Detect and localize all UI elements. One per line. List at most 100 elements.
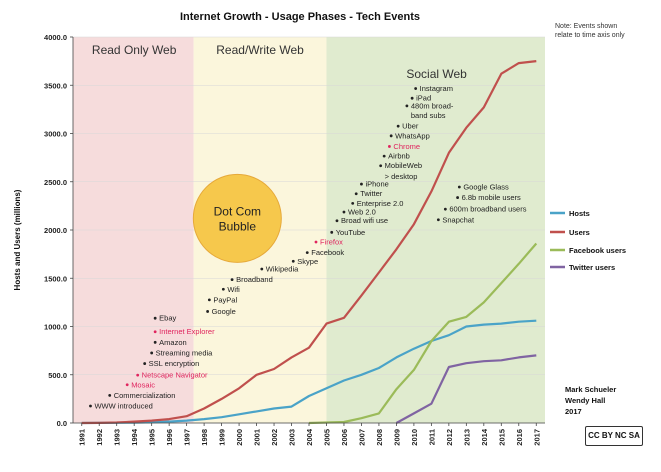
event-marker [305, 251, 309, 254]
event-label-google: Google [212, 307, 236, 316]
event-label-broad-wifi-use: Broad wifi use [341, 216, 388, 225]
y-axis-label: Hosts and Users (millions) [13, 189, 22, 290]
series-lines [81, 60, 538, 425]
y-tick-label: 500.0 [48, 371, 67, 380]
phase-label-social-web: Social Web [406, 67, 467, 81]
event-label-www-introduced: WWW introduced [94, 402, 152, 411]
event-label-streaming-media: Streaming media [156, 348, 214, 357]
x-tick-label: 2006 [340, 429, 349, 446]
x-tick-label: 2009 [392, 429, 401, 446]
axes: 0.0 500.0 1000.0 1500.0 2000.0 2500.0 3000.0 35… [44, 33, 545, 446]
credit-author-2: Wendy Hall [565, 396, 605, 405]
event-label-paypal: PayPal [213, 295, 237, 304]
event-marker [410, 96, 414, 100]
legend-label-hosts: Hosts [569, 209, 590, 218]
x-tick-label: 2007 [357, 429, 366, 446]
event-label-wikipedia: Wikipedia [266, 264, 299, 273]
y-tick-label: 2000.0 [44, 226, 67, 235]
event-label-band-subs: band subs [411, 111, 446, 120]
x-tick-label: 2008 [375, 429, 384, 446]
y-tick-label: 2500.0 [44, 178, 67, 187]
event-marker [351, 201, 355, 205]
event-label-mosaic: Mosaic [131, 380, 155, 389]
x-tick-label: 2012 [445, 429, 454, 446]
event-marker [150, 351, 154, 355]
y-tick-label: 0.0 [57, 419, 67, 428]
event-marker [153, 340, 157, 344]
event-marker [354, 192, 358, 196]
chart-note-line-2: relate to time axis only [555, 32, 625, 39]
x-tick-label: 2004 [305, 428, 314, 446]
dot-com-bubble-label: Bubble [219, 219, 257, 233]
event-marker [382, 154, 386, 158]
x-tick-label: 1991 [78, 429, 87, 446]
event-marker [206, 310, 210, 313]
event-marker [405, 104, 409, 108]
x-tick-label: 1997 [183, 429, 192, 446]
event-label-firefox: Firefox [320, 237, 343, 246]
event-marker [89, 404, 92, 408]
legend-label-twitter-users: Twitter users [569, 263, 615, 272]
y-tick-label: 4000.0 [44, 33, 67, 42]
event-label-uber: Uber [402, 122, 419, 131]
legend-label-users: Users [569, 228, 590, 237]
event-label-airbnb: Airbnb [388, 152, 410, 161]
event-marker [207, 298, 211, 302]
x-tick-label: 2001 [253, 429, 262, 446]
event-label-instagram: Instagram [420, 84, 453, 93]
x-tick-label: 2016 [515, 429, 524, 446]
event-label-wifi: Wifi [227, 285, 240, 294]
event-label-broadband: Broadband [236, 275, 273, 284]
event-marker [108, 394, 112, 397]
chart-title: Internet Growth - Usage Phases - Tech Ev… [180, 11, 420, 23]
x-tick-label: 2000 [235, 429, 244, 446]
event-marker [143, 362, 147, 365]
series-line-hosts [81, 319, 537, 425]
event-label-ipad: iPad [416, 94, 431, 103]
event-label-internet-explorer: Internet Explorer [159, 327, 215, 336]
event-label-amazon: Amazon [159, 338, 187, 347]
event-marker [291, 259, 295, 263]
x-tick-label: 1996 [165, 429, 174, 446]
event-label-enterprise-2-0: Enterprise 2.0 [357, 199, 404, 208]
x-tick-label: 2010 [410, 429, 419, 446]
event-label-desktop: > desktop [385, 172, 418, 181]
y-tick-label: 3000.0 [44, 130, 67, 139]
event-marker [330, 230, 334, 234]
event-label-iphone: iPhone [365, 180, 388, 189]
event-label-ssl-encryption: SSL encryption [149, 359, 200, 368]
x-tick-label: 1993 [113, 429, 122, 446]
event-label-twitter: Twitter [360, 189, 383, 198]
x-tick-label: 1992 [95, 429, 104, 446]
event-label-mobileweb: MobileWeb [385, 161, 422, 170]
credit-year: 2017 [565, 407, 582, 416]
event-label-whatsapp: WhatsApp [395, 131, 430, 140]
event-label-chrome: Chrome [393, 142, 420, 151]
x-tick-label: 1995 [148, 429, 157, 446]
creative-commons-license-badge: CC BY NC SA [585, 426, 643, 446]
event-marker [314, 240, 318, 244]
event-marker [396, 124, 400, 128]
event-marker [388, 145, 391, 148]
x-tick-label: 1998 [200, 429, 209, 446]
event-marker [125, 383, 129, 387]
event-label-6-8b-mobile-users: 6.8b mobile users [462, 193, 521, 202]
event-label-480m-broad: 480m broad- [411, 101, 454, 110]
series-line-twitter-users [395, 354, 537, 424]
dot-com-bubble-label: Dot Com [214, 204, 261, 218]
event-marker [153, 316, 157, 320]
dot-com-bubble-circle [192, 173, 282, 263]
event-annotations: WWW introduced Commercialization MosaicNet… [89, 84, 527, 411]
phase-label-read-only-web: Read Only Web [92, 43, 177, 57]
y-tick-label: 1000.0 [44, 323, 67, 332]
event-label-facebook: Facebook [311, 248, 344, 257]
series-line-users [81, 60, 537, 425]
event-label-netscape-navigator: Netscape Navigator [142, 371, 208, 380]
x-tick-label: 2013 [462, 429, 471, 446]
series-line-facebook-users [308, 242, 538, 425]
event-label-commercialization: Commercialization [114, 391, 176, 400]
event-marker [379, 164, 383, 168]
event-label-600m-broadband-users: 600m broadband users [449, 205, 526, 214]
